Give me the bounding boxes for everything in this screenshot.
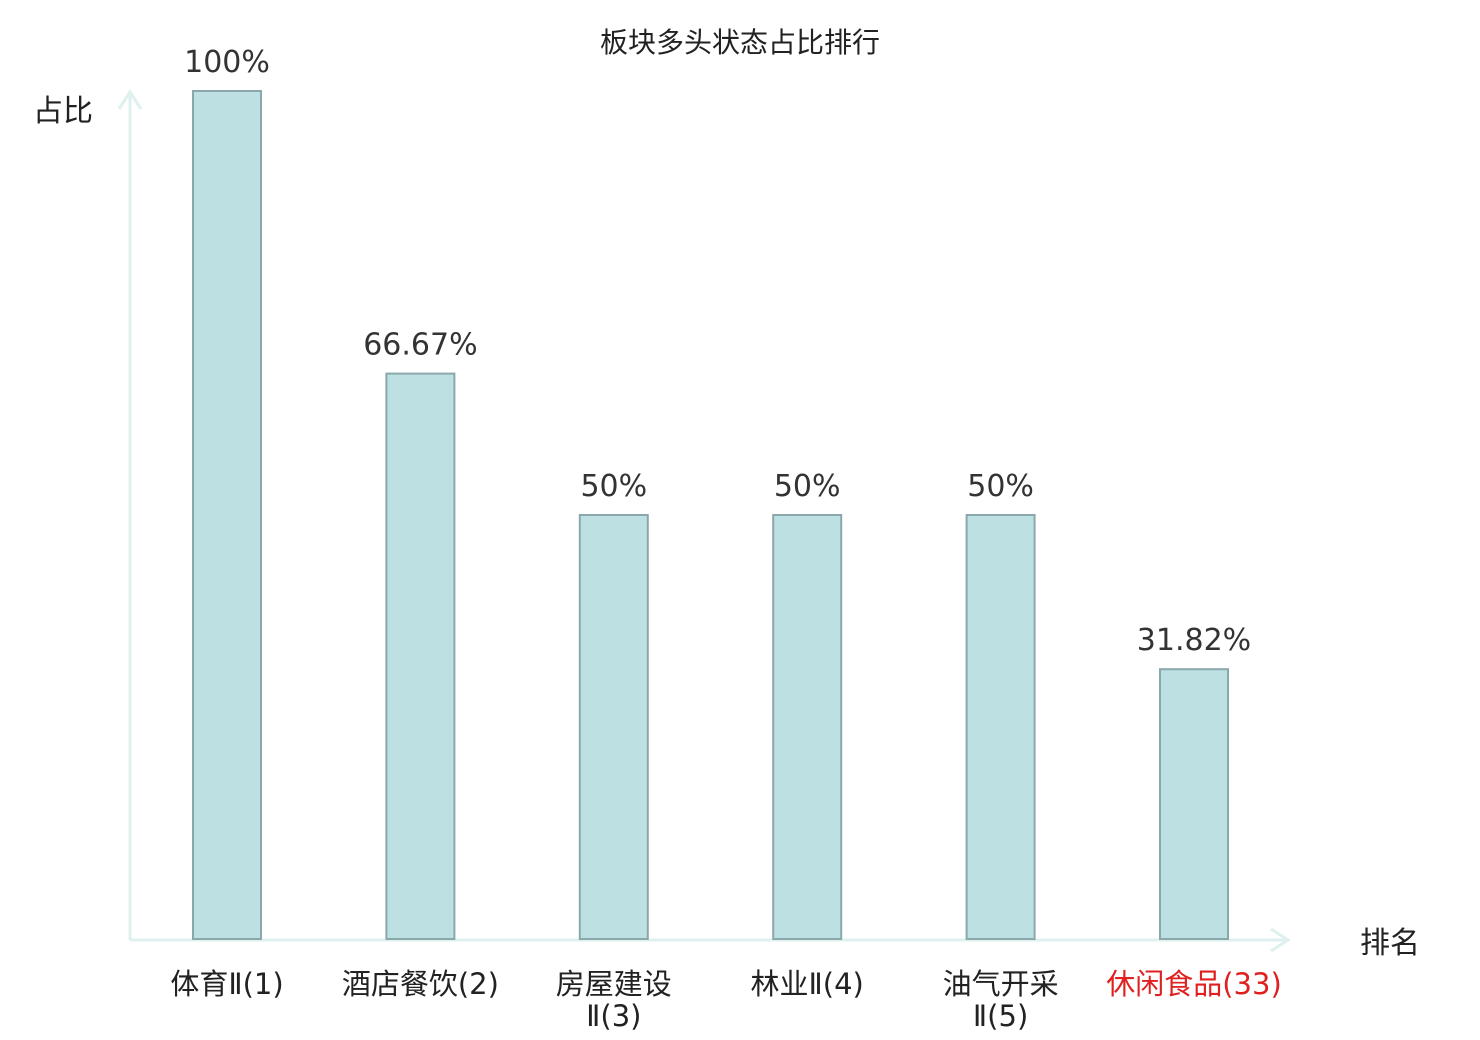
bar-value-label: 50% [774, 469, 841, 504]
x-tick-label: 林业Ⅱ(4) [751, 967, 864, 1001]
y-axis-arrow [117, 89, 143, 110]
x-tick-label: 休闲食品(33) [1106, 967, 1282, 1001]
bar [1159, 668, 1229, 940]
bar [772, 514, 843, 940]
bar [192, 90, 262, 940]
x-tick-label: 酒店餐饮(2) [342, 967, 499, 1001]
bar [965, 514, 1036, 940]
x-tick-label: Ⅱ(5) [973, 999, 1028, 1033]
bar [578, 514, 649, 940]
bar-value-label: 100% [184, 45, 270, 80]
bar-value-label: 66.67% [363, 328, 477, 363]
bar [385, 372, 456, 941]
x-tick-label: Ⅱ(3) [586, 999, 641, 1033]
x-axis-label: 排名 [1360, 926, 1420, 961]
value-labels-group: 100% 66.67% 50% 50% 50% 31.82% [184, 45, 1251, 658]
x-tick-label: 房屋建设 [556, 967, 672, 1001]
x-axis-arrow [1270, 927, 1291, 953]
chart-title: 板块多头状态占比排行 [600, 26, 880, 59]
bar-value-label: 50% [580, 469, 647, 504]
bar-value-label: 50% [967, 469, 1034, 504]
x-tick-label: 油气开采 [943, 967, 1059, 1001]
x-tick-label: 体育Ⅱ(1) [170, 967, 283, 1001]
y-axis-label: 占比 [33, 94, 93, 129]
bar-value-label: 31.82% [1137, 623, 1251, 658]
bars-group [192, 90, 1229, 941]
axes [117, 89, 1291, 953]
